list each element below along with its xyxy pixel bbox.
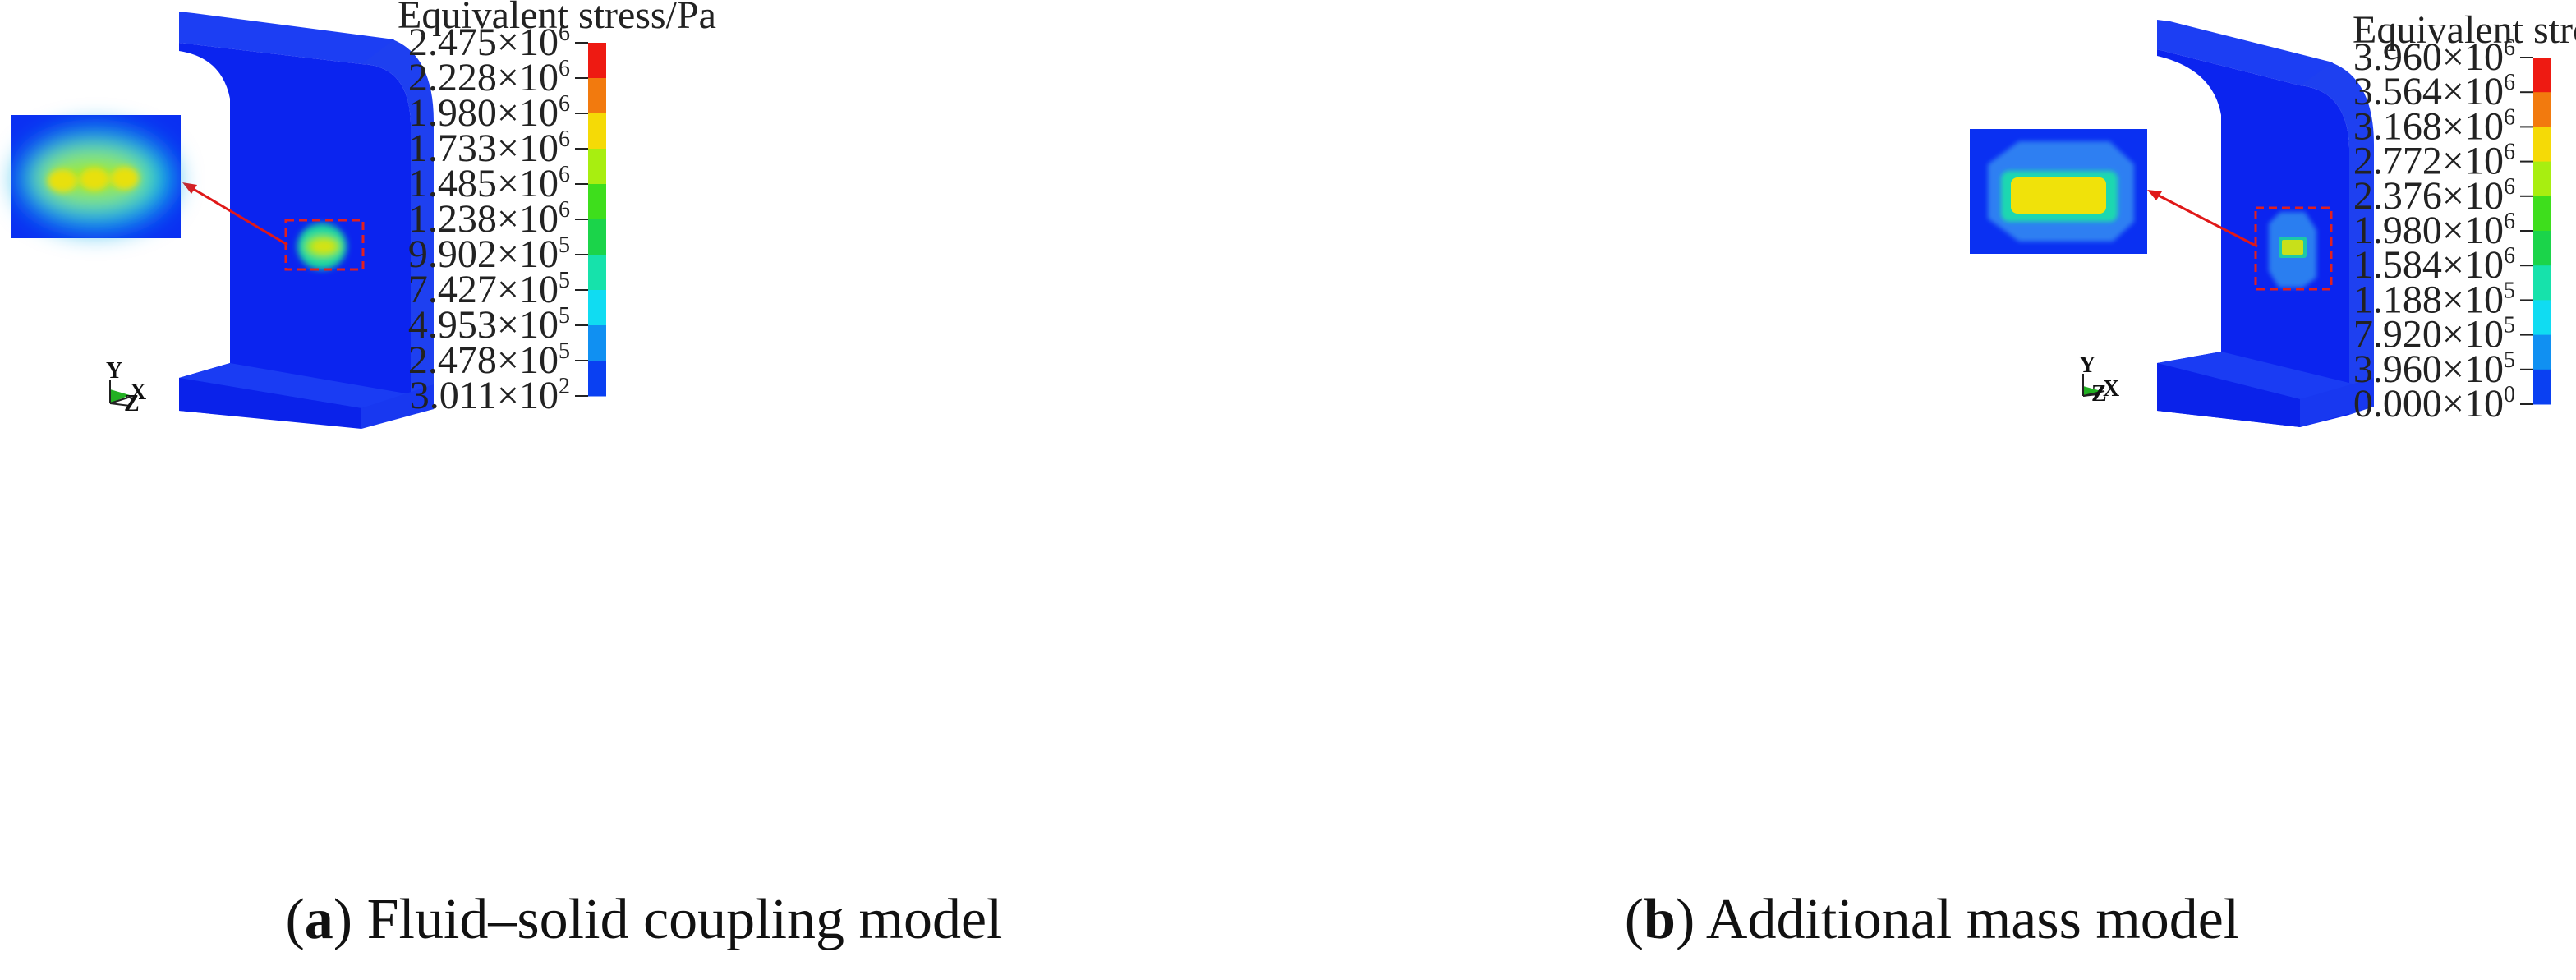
colorbar-segment: [2533, 196, 2551, 232]
panel-a: Y X Z Equivalent stress/Pa 2.475×106 2.22…: [12, 0, 1003, 951]
colorbar-tick-label: 2.228×106: [408, 56, 570, 99]
colorbar-tick-label: 3.960×105: [2353, 347, 2515, 391]
dam-base-front: [179, 378, 361, 429]
colorbar-tick-label: 7.427×105: [408, 268, 570, 311]
colorbar-segment: [2533, 58, 2551, 93]
colorbar-tick-label: 4.953×105: [408, 303, 570, 347]
dam-top-face: [179, 12, 394, 64]
dam-base-side: [2300, 378, 2374, 427]
colorbar-segment: [2533, 369, 2551, 405]
panel-a-caption: (a) Fluid–solid coupling model: [285, 888, 1003, 951]
dam-base-top: [179, 363, 411, 408]
colorbar-tick-label: 1.584×106: [2353, 243, 2515, 287]
colorbar-segment: [2533, 265, 2551, 301]
colorbar-segment: [588, 149, 606, 185]
zoom-arrow: [182, 182, 288, 246]
axis-z-label: Z: [2091, 381, 2107, 407]
colorbar-segment: [588, 219, 606, 255]
panel-b-caption-letter: b: [1644, 888, 1676, 951]
colorbar: 2.475×1062.228×1061.980×1061.733×1061.48…: [408, 21, 606, 417]
stress-hotspot: [297, 223, 347, 269]
colorbar-segment: [2533, 231, 2551, 266]
colorbar-tick-label: 2.475×106: [408, 21, 570, 64]
colorbar-tick-label: 1.188×105: [2353, 278, 2515, 321]
panel-a-caption-letter: a: [304, 888, 334, 951]
colorbar-segment: [588, 325, 606, 361]
colorbar-segment: [588, 255, 606, 291]
panel-b-caption: (b) Additional mass model: [1624, 888, 2240, 951]
colorbar-tick-label: 3.011×102: [410, 374, 570, 417]
dam-side-face: [2300, 59, 2374, 415]
panel-a-caption-text: Fluid–solid coupling model: [366, 888, 1003, 951]
colorbar-tick-label: 1.238×106: [408, 197, 570, 241]
colorbar-segment: [588, 113, 606, 150]
panel-b-figure: Y X Z Equivalent stress/Pa 3.960×1063.56…: [1970, 8, 2576, 427]
colorbar-segment: [2533, 161, 2551, 197]
axis-z-label: Z: [124, 391, 140, 416]
colorbar-segment: [588, 361, 606, 397]
dam-front-face: [179, 43, 411, 426]
colorbar-tick-label: 3.960×106: [2353, 35, 2515, 79]
colorbar-tick-label: 2.772×106: [2353, 140, 2515, 183]
dam-model: [179, 12, 434, 429]
colorbar-tick-label: 7.920×105: [2353, 313, 2515, 357]
colorbar-tick-label: 1.980×106: [408, 91, 570, 135]
colorbar-tick-label: 3.168×106: [2353, 104, 2515, 148]
panel-b: Y X Z Equivalent stress/Pa 3.960×1063.56…: [1288, 0, 2576, 980]
dam-side-face: [361, 37, 434, 415]
dam-model: [2157, 20, 2374, 427]
colorbar-tick-label: 0.000×100: [2353, 382, 2515, 426]
axis-x-label: X: [2103, 376, 2119, 402]
colorbar-tick-label: 2.376×106: [2353, 174, 2515, 218]
stress-hotspot: [2269, 212, 2316, 288]
axis-x-label: X: [130, 380, 146, 405]
colorbar-tick-label: 9.902×105: [408, 232, 570, 276]
colorbar-segment: [588, 43, 606, 79]
dam-base-top: [2157, 352, 2356, 399]
zoom-arrow: [2147, 190, 2258, 248]
colorbar-segment: [588, 184, 606, 220]
dam-top-face: [2157, 20, 2333, 85]
colorbar-tick-label: 1.980×106: [2353, 209, 2515, 252]
zoom-inset: [12, 115, 181, 238]
dam-front-face: [2157, 49, 2349, 427]
axis-triad: Y X Z: [106, 358, 146, 416]
colorbar-tick-label: 3.564×106: [2353, 70, 2515, 113]
colorbar-title: Equivalent stress/Pa: [2353, 8, 2576, 52]
axis-triad: Y X Z: [2079, 352, 2119, 407]
zoom-inset: [1970, 129, 2147, 254]
colorbar-tick-label: 1.733×106: [408, 127, 570, 170]
panel-b-caption-text: Additional mass model: [1705, 888, 2240, 951]
dam-base-front: [2157, 363, 2300, 427]
panel-a-figure: Y X Z Equivalent stress/Pa 2.475×1062.22…: [12, 0, 716, 429]
colorbar-title: Equivalent stress/Pa: [398, 0, 716, 37]
colorbar: 3.960×1063.564×1063.168×1062.772×1062.37…: [2353, 35, 2551, 426]
axis-y-label: Y: [106, 358, 122, 384]
colorbar-segment: [2533, 334, 2551, 370]
colorbar-segment: [588, 290, 606, 326]
colorbar-tick-label: 2.478×105: [408, 338, 570, 382]
colorbar-segment: [2533, 127, 2551, 163]
colorbar-segment: [2533, 92, 2551, 127]
colorbar-segment: [588, 78, 606, 114]
colorbar-segment: [2533, 300, 2551, 336]
colorbar-tick-label: 1.485×106: [408, 162, 570, 205]
axis-y-label: Y: [2079, 352, 2095, 378]
dam-base-side: [361, 384, 434, 429]
